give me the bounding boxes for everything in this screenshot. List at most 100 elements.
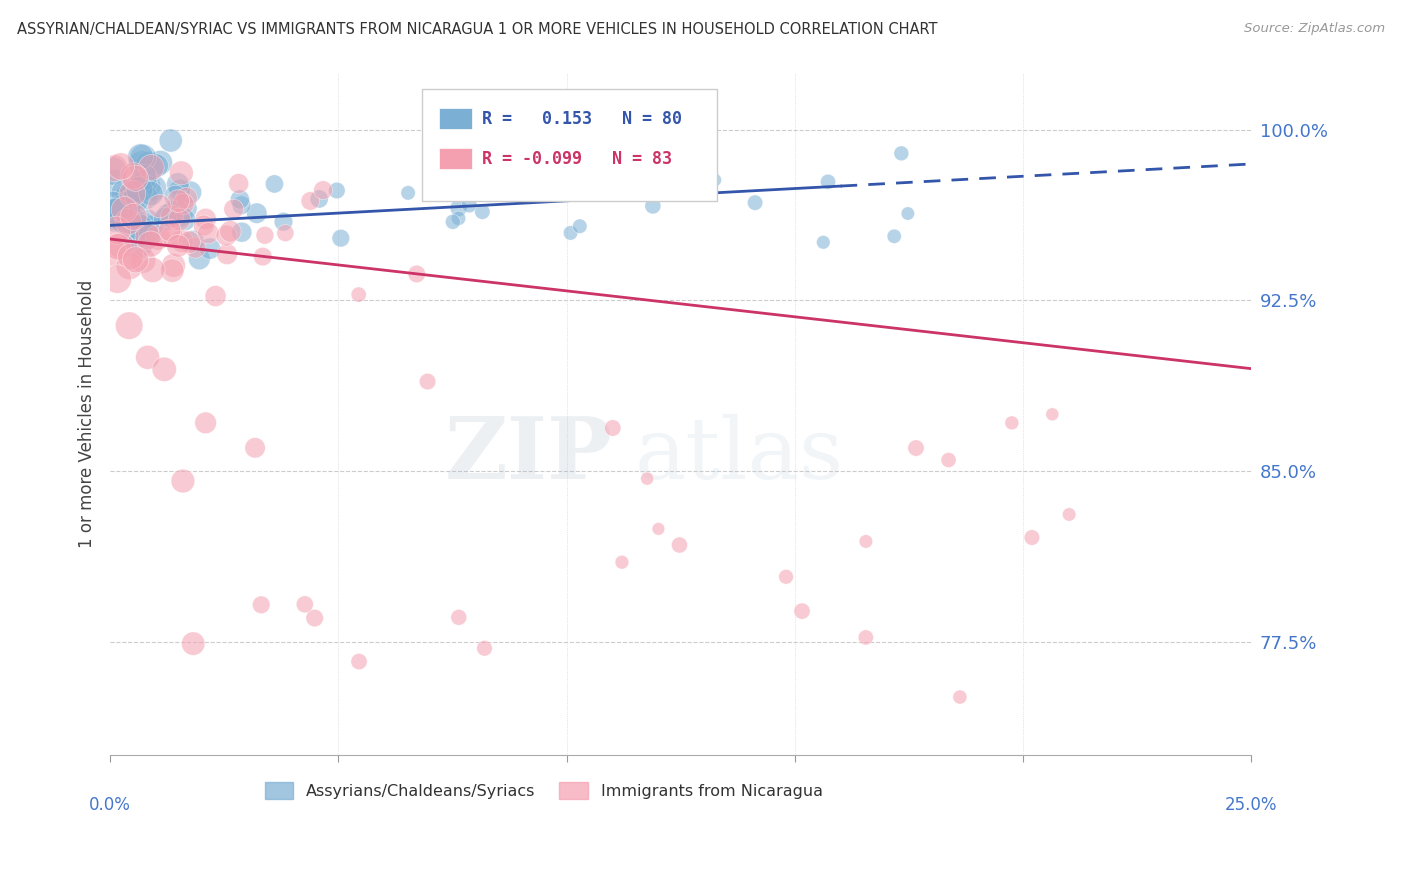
Point (883, 229, 905, 244)
Point (405, 267, 427, 281)
Point (703, 173, 725, 187)
Point (166, 177, 188, 191)
Point (274, 226, 297, 240)
Point (146, 230, 169, 244)
Point (124, 252, 146, 267)
Point (602, 421, 624, 435)
Point (103, 209, 125, 223)
Point (159, 134, 181, 148)
Point (194, 416, 217, 430)
Point (139, 186, 162, 201)
Point (124, 227, 146, 241)
Text: R = -0.099   N = 83: R = -0.099 N = 83 (482, 150, 672, 168)
Point (160, 263, 183, 277)
Point (294, 598, 316, 612)
Point (904, 441, 927, 455)
Point (118, 189, 141, 203)
Text: atlas: atlas (636, 414, 844, 497)
Text: 0.0%: 0.0% (89, 797, 131, 814)
Point (118, 259, 141, 273)
Point (128, 183, 150, 197)
Point (117, 214, 139, 228)
Point (181, 235, 204, 249)
Point (855, 631, 877, 645)
Point (447, 610, 470, 624)
Point (160, 210, 183, 224)
Point (110, 160, 132, 174)
Point (153, 362, 176, 376)
Point (647, 522, 669, 536)
Text: Source: ZipAtlas.com: Source: ZipAtlas.com (1244, 22, 1385, 36)
Point (447, 201, 470, 215)
Point (188, 252, 211, 266)
Point (128, 238, 150, 252)
Point (145, 159, 167, 173)
Point (105, 223, 128, 237)
Point (124, 171, 146, 186)
Point (194, 211, 217, 226)
Point (215, 228, 238, 243)
Point (641, 199, 664, 213)
Point (167, 194, 190, 208)
Point (101, 198, 124, 212)
Point (219, 224, 242, 238)
Point (217, 247, 239, 261)
Point (553, 172, 575, 186)
Point (897, 206, 920, 220)
Point (263, 177, 285, 191)
Point (396, 186, 419, 200)
Point (560, 226, 582, 240)
Point (136, 179, 159, 194)
Point (938, 453, 960, 467)
Point (179, 235, 201, 249)
Point (231, 225, 253, 239)
Point (204, 289, 226, 303)
Point (148, 199, 170, 213)
Point (129, 150, 152, 164)
Point (668, 538, 690, 552)
Point (813, 235, 835, 250)
Point (139, 237, 162, 252)
Point (170, 234, 193, 248)
Point (136, 351, 159, 365)
Point (243, 441, 266, 455)
Point (112, 202, 135, 217)
Point (471, 204, 494, 219)
Point (132, 169, 155, 184)
Point (117, 197, 139, 211)
Point (110, 239, 132, 253)
Point (308, 192, 330, 206)
Point (142, 181, 165, 195)
Point (474, 641, 496, 656)
Point (273, 214, 295, 228)
Point (155, 212, 177, 227)
Point (136, 215, 159, 229)
Point (253, 228, 276, 243)
Point (120, 219, 142, 233)
Text: R =   0.153   N = 80: R = 0.153 N = 80 (482, 110, 682, 128)
Point (246, 206, 269, 220)
Point (170, 166, 193, 180)
Point (312, 183, 335, 197)
Point (101, 245, 124, 260)
Point (176, 191, 198, 205)
Point (167, 239, 190, 253)
Point (347, 655, 370, 669)
Point (198, 242, 221, 256)
Point (173, 212, 195, 227)
Point (157, 209, 180, 223)
Point (160, 229, 183, 244)
Point (181, 637, 204, 651)
Point (229, 193, 252, 207)
Point (817, 175, 839, 189)
Point (141, 158, 163, 172)
Point (132, 151, 155, 165)
Point (162, 258, 184, 272)
Point (122, 210, 145, 224)
Point (416, 375, 439, 389)
Point (139, 221, 162, 235)
Point (105, 272, 128, 286)
Point (447, 211, 470, 226)
Point (169, 212, 191, 227)
Point (136, 156, 159, 170)
